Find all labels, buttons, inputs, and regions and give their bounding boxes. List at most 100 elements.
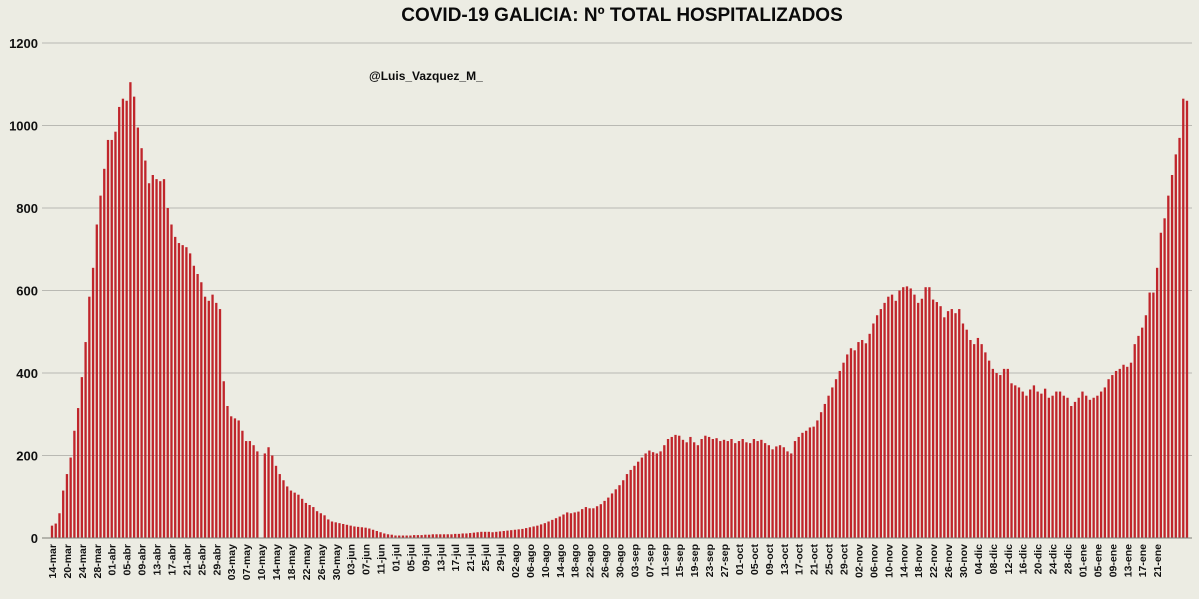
x-tick-label: 07-may: [241, 544, 253, 580]
bar: [1066, 397, 1069, 538]
bar: [726, 441, 729, 538]
bar: [106, 139, 110, 538]
bar: [1047, 397, 1051, 538]
bar: [62, 490, 65, 538]
bar: [842, 362, 845, 538]
x-tick-label: 03-may: [226, 544, 238, 580]
bar: [454, 533, 457, 539]
bar: [797, 436, 800, 538]
bar: [69, 457, 72, 538]
bar: [1129, 362, 1133, 538]
bar: [808, 427, 812, 538]
x-tick-label: 22-nov: [928, 544, 940, 578]
bar: [1085, 395, 1088, 538]
bar: [353, 526, 356, 538]
bar: [121, 98, 125, 538]
bar: [267, 447, 270, 538]
bar: [476, 532, 479, 538]
bar: [1058, 391, 1062, 538]
bar: [315, 511, 319, 538]
bar: [334, 522, 337, 538]
bar: [943, 317, 946, 538]
bar: [1141, 327, 1144, 539]
bar: [300, 498, 304, 538]
bar: [256, 451, 259, 539]
bar: [338, 523, 341, 538]
bar: [1122, 364, 1125, 538]
bar: [110, 139, 113, 538]
x-tick-label: 09-ene: [1107, 544, 1119, 577]
bar: [521, 528, 524, 538]
bar: [984, 352, 987, 539]
bar: [782, 447, 785, 538]
bar: [1174, 154, 1177, 539]
bar: [375, 530, 378, 538]
bar: [1010, 383, 1013, 538]
bar: [685, 442, 688, 538]
bar: [543, 523, 546, 538]
bar: [917, 302, 920, 539]
bar: [495, 531, 498, 538]
bar: [319, 513, 322, 538]
bar: [472, 532, 476, 538]
bar: [644, 453, 647, 538]
bar: [532, 526, 535, 538]
bar: [211, 294, 214, 539]
bar: [282, 480, 285, 538]
x-tick-label: 18-ago: [570, 544, 582, 578]
x-tick-label: 20-dic: [1033, 544, 1045, 575]
bar: [719, 441, 722, 538]
bar: [879, 309, 882, 538]
bar: [610, 493, 614, 538]
bar: [274, 465, 278, 538]
y-tick-label: 1200: [9, 36, 38, 51]
bar: [1025, 395, 1028, 538]
bar: [192, 265, 196, 538]
bar: [439, 534, 442, 538]
bar: [465, 533, 468, 538]
x-tick-label: 17-jul: [450, 544, 462, 572]
bar: [129, 82, 132, 538]
bar: [469, 533, 472, 538]
bar: [58, 513, 61, 538]
bar: [633, 465, 636, 538]
bar: [749, 443, 752, 539]
bar: [566, 512, 569, 538]
x-tick-label: 30-may: [331, 544, 343, 580]
bar: [237, 420, 240, 538]
bar: [946, 311, 950, 539]
x-tick-label: 10-nov: [883, 544, 895, 578]
bar: [812, 426, 815, 539]
bar: [1170, 175, 1174, 538]
x-tick-label: 18-nov: [913, 544, 925, 578]
x-tick-label: 19-sep: [689, 544, 701, 577]
bar: [65, 474, 69, 538]
bar: [155, 179, 158, 539]
bar: [756, 441, 759, 538]
chart-title: COVID-19 GALICIA: Nº TOTAL HOSPITALIZADO…: [401, 5, 843, 26]
bar: [894, 300, 897, 538]
bar: [838, 370, 841, 538]
bar: [457, 533, 461, 539]
bar: [536, 525, 539, 539]
bar: [1178, 137, 1181, 539]
bar: [577, 511, 580, 538]
bar: [778, 445, 782, 538]
bar: [704, 435, 707, 538]
bar: [991, 368, 995, 539]
bar: [144, 160, 147, 538]
bar: [931, 299, 935, 538]
bar: [1040, 393, 1043, 539]
bar: [581, 509, 584, 539]
bar: [588, 508, 591, 538]
x-tick-label: 25-jul: [480, 544, 492, 572]
bar: [790, 453, 793, 538]
x-tick-label: 14-ago: [555, 544, 567, 578]
bar: [203, 296, 207, 538]
y-tick-label: 600: [16, 284, 38, 299]
bar: [162, 179, 166, 539]
x-tick-label: 02-nov: [853, 544, 865, 578]
bar: [356, 526, 360, 538]
bar: [846, 354, 849, 538]
x-tick-label: 26-ago: [600, 544, 612, 578]
